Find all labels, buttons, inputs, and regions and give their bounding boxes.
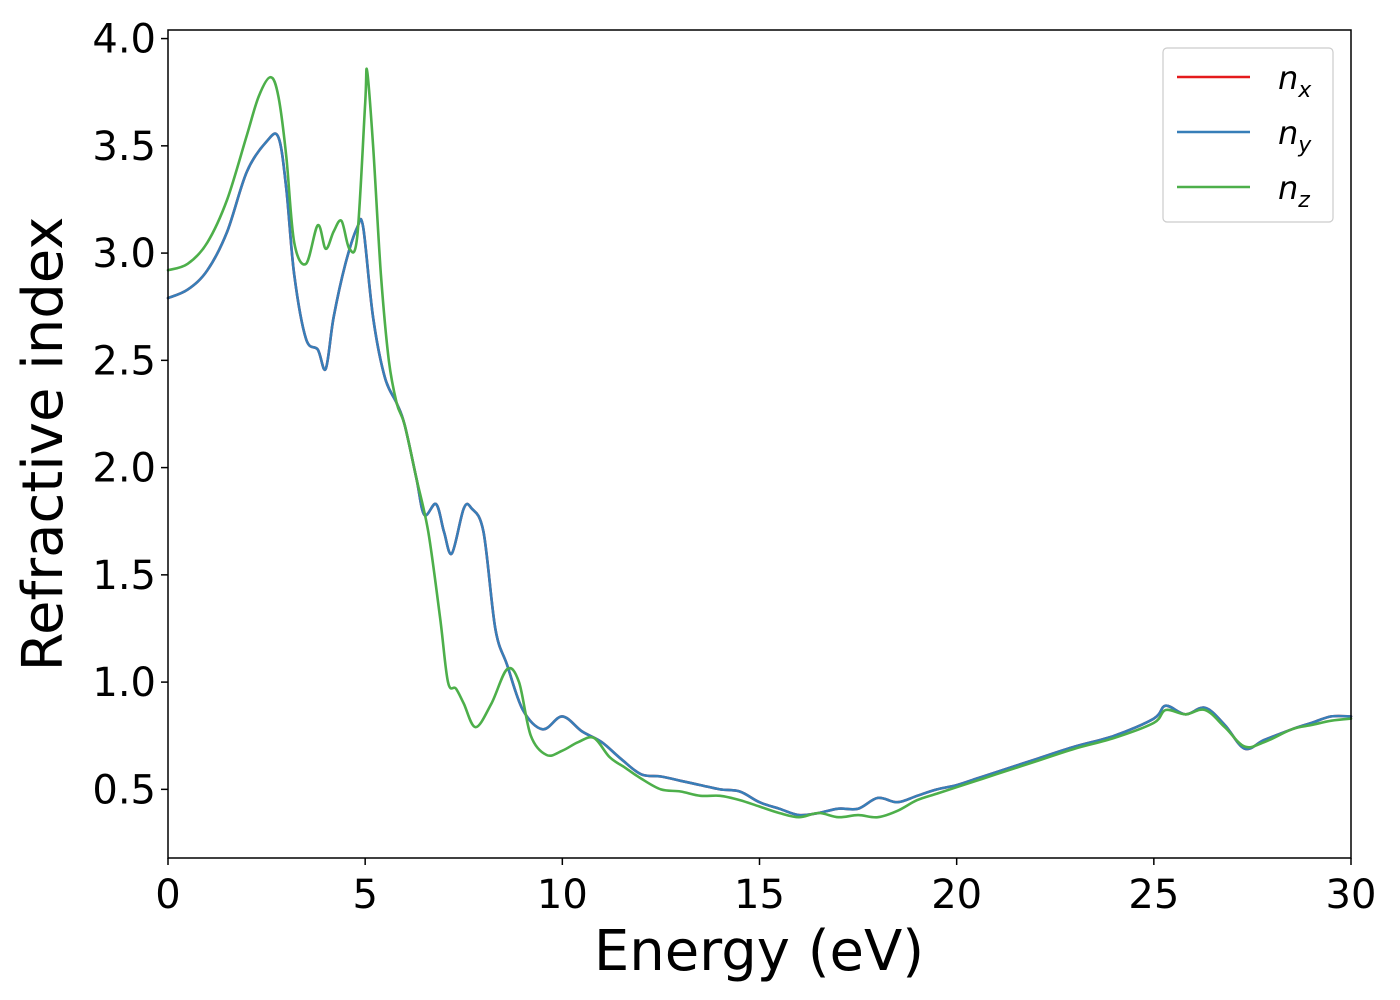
- legend-items: nx ny nz: [1177, 59, 1312, 213]
- x-tick-label: 20: [931, 872, 982, 918]
- legend: nx ny nz: [1162, 47, 1334, 223]
- y-axis-title: Refractive index: [11, 217, 76, 672]
- y-tick-label: 2.0: [92, 446, 156, 492]
- y-tick-label: 3.0: [92, 231, 156, 277]
- x-tick-label: 15: [734, 872, 785, 918]
- x-tick-label: 30: [1326, 872, 1377, 918]
- y-tick-label: 1.5: [92, 553, 156, 599]
- x-tick-label: 10: [537, 872, 588, 918]
- x-tick-label: 25: [1128, 872, 1179, 918]
- y-tick-label: 1.0: [92, 660, 156, 706]
- x-ticks: 0 5 10 15 20 25 30: [155, 858, 1376, 918]
- legend-label-n-z: nz: [1278, 169, 1310, 213]
- x-axis-title: Energy (eV): [594, 919, 924, 984]
- legend-frame: [1162, 47, 1334, 223]
- legend-label-n-x: nx: [1278, 59, 1312, 103]
- x-tick-label: 5: [352, 872, 377, 918]
- y-ticks: 0.5 1.0 1.5 2.0 2.5 3.0 3.5 4.0: [92, 17, 168, 813]
- series-line-n-z: [166, 67, 1353, 819]
- y-tick-label: 0.5: [92, 767, 156, 813]
- y-tick-label: 2.5: [92, 338, 156, 384]
- x-tick-label: 0: [155, 872, 180, 918]
- series-layer: [166, 67, 1353, 819]
- legend-label-n-y: ny: [1278, 114, 1312, 158]
- y-tick-label: 4.0: [92, 17, 156, 63]
- y-tick-label: 3.5: [92, 124, 156, 170]
